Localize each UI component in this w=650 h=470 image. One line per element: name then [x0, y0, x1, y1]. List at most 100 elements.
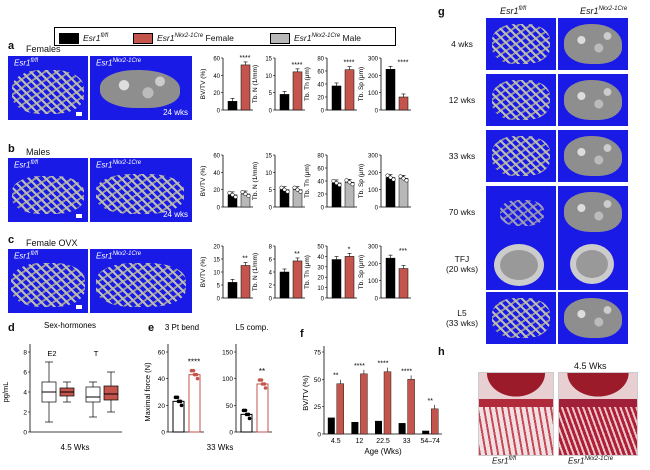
bar	[240, 265, 251, 299]
bar	[188, 374, 201, 433]
g-scan-control	[486, 74, 556, 126]
g-scan-control	[486, 292, 556, 344]
bar	[279, 271, 290, 299]
data-point	[391, 177, 396, 182]
data-point	[347, 180, 352, 185]
y-tick-label: 8	[269, 245, 273, 251]
y-tick-label: 0	[321, 109, 325, 115]
y-axis-label: pg/mL	[1, 382, 10, 403]
h-label-knockout: Esr1Nkx2-1Cre	[568, 456, 614, 466]
y-tick-label: 200	[368, 171, 379, 177]
y-tick-label: 150	[222, 350, 233, 357]
data-point	[227, 190, 232, 195]
data-point	[385, 173, 390, 178]
y-tick-label: 50	[317, 245, 324, 251]
y-tick-label: 50	[226, 403, 234, 410]
y-tick-label: 0	[317, 432, 321, 439]
g-scan-control	[486, 18, 556, 70]
y-tick-label: 80	[317, 154, 324, 160]
g-scan-control	[486, 238, 556, 290]
y-tick-label: 4	[23, 390, 27, 397]
panel-b-title: Males	[26, 147, 51, 157]
bar	[344, 256, 355, 299]
x-tick-label: 33	[403, 438, 411, 445]
data-point	[175, 395, 180, 400]
y-tick-label: 2	[23, 410, 27, 417]
data-point	[262, 382, 267, 386]
y-tick-label: 6	[269, 258, 273, 264]
significance-label: ****	[240, 55, 251, 62]
data-point	[285, 189, 290, 194]
y-tick-label: 0	[217, 297, 221, 303]
bar	[385, 177, 396, 208]
data-point	[388, 175, 393, 180]
y-tick-label: 40	[213, 74, 220, 80]
y-tick-label: 0	[161, 430, 165, 437]
y-axis-label: Tb. Th (μm)	[304, 255, 311, 289]
y-tick-label: 20	[213, 91, 220, 97]
bar	[292, 71, 303, 111]
g-scan-knockout	[558, 74, 628, 126]
y-axis-label: Tb. Sp (μm)	[358, 67, 365, 101]
panel-e-subtitle: L5 comp.	[236, 323, 269, 332]
data-point	[178, 399, 183, 404]
y-tick-label: 5	[269, 188, 273, 194]
y-axis-label: Tb. Sp (μm)	[358, 255, 365, 289]
data-point	[240, 189, 245, 195]
y-tick-label: 100	[368, 279, 379, 285]
y-tick-label: 0	[321, 206, 325, 212]
box	[85, 386, 101, 403]
y-tick-label: 0	[217, 206, 221, 212]
g-col-control: Esr1fl/fl	[500, 6, 527, 16]
histology-knockout	[558, 372, 638, 456]
y-tick-label: 300	[368, 154, 379, 160]
box	[103, 385, 119, 401]
bar	[331, 259, 342, 299]
data-point	[344, 178, 349, 183]
h-label-control: Esr1fl/fl	[492, 456, 517, 466]
x-tick-label: 12	[356, 438, 364, 445]
bar	[430, 408, 439, 435]
legend-item-ctrl: Esr1fl/fl	[59, 29, 108, 46]
significance-label: **	[259, 367, 265, 376]
y-tick-label: 0	[217, 109, 221, 115]
data-point	[247, 416, 252, 421]
bar	[336, 383, 344, 435]
y-tick-label: 60	[213, 57, 220, 63]
bar	[385, 257, 396, 299]
significance-label: ****	[354, 363, 365, 370]
y-tick-label: 0	[375, 206, 379, 212]
y-axis-label: Tb. N (1/mm)	[252, 253, 259, 291]
legend-item-ko-male: Esr1Nkx2-1Cre Male	[270, 29, 361, 46]
significance-label: ****	[398, 59, 409, 66]
significance-label: ****	[344, 60, 355, 67]
data-point	[295, 187, 300, 192]
y-tick-label: 0	[321, 297, 325, 303]
group-label: E2	[47, 349, 56, 358]
y-tick-label: 10	[317, 286, 324, 292]
y-tick-label: 20	[317, 96, 324, 102]
data-point	[298, 189, 303, 194]
x-axis-label: 4.5 Wks	[61, 443, 90, 452]
y-tick-label: 5	[217, 284, 221, 290]
y-tick-label: 20	[158, 403, 166, 410]
data-point	[233, 194, 238, 199]
significance-label: ***	[399, 248, 407, 255]
data-point	[191, 368, 196, 373]
g-scan-knockout	[558, 238, 628, 290]
significance-label: *	[348, 246, 351, 253]
data-point	[246, 193, 251, 199]
y-tick-label: 0	[375, 109, 379, 115]
y-tick-label: 10	[213, 271, 220, 277]
y-tick-label: 300	[368, 57, 379, 63]
g-scan-knockout	[558, 130, 628, 182]
significance-label: ****	[292, 62, 303, 69]
y-tick-label: 100	[222, 376, 233, 383]
data-point	[292, 185, 297, 190]
bar	[398, 96, 409, 111]
y-tick-label: 60	[317, 70, 324, 76]
bar	[344, 69, 355, 111]
y-tick-label: 100	[368, 91, 379, 97]
y-axis-label: Tb. N (1/mm)	[252, 162, 259, 200]
data-point	[337, 182, 342, 187]
